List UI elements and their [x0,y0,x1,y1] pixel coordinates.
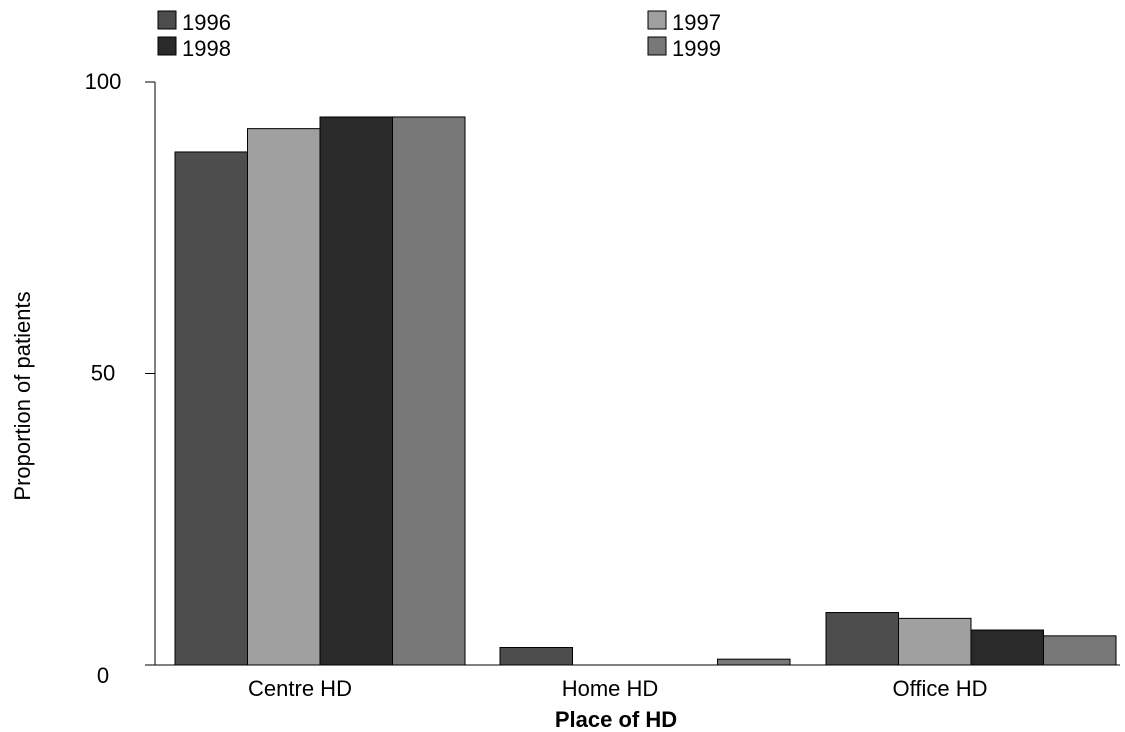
x-tick-label-home-hd: Home HD [562,676,659,701]
y-axis-title: Proportion of patients [10,291,35,500]
bar-centre-hd-1998 [319,116,393,666]
legend-swatch-1997 [647,10,667,30]
bar-office-hd-1999 [1043,635,1117,666]
y-tick-label-50: 50 [91,361,115,386]
x-tick-label-office-hd: Office HD [893,676,988,701]
legend-label-1997: 1997 [672,10,721,35]
bars [174,116,1117,666]
y-tick-label-100: 100 [85,69,122,94]
legend: 1996 1997 1998 1999 [157,10,721,61]
y-tick-label-0: 0 [97,663,109,688]
legend-swatch-1998 [157,36,177,56]
bar-home-hd-1999 [717,658,791,666]
x-ticks: Centre HD Home HD Office HD [248,676,987,701]
bar-office-hd-1996 [825,612,899,666]
y-ticks: 0 50 100 [85,69,155,688]
legend-label-1999: 1999 [672,36,721,61]
legend-label-1996: 1996 [182,10,231,35]
legend-label-1998: 1998 [182,36,231,61]
x-axis-title: Place of HD [555,707,677,732]
bar-office-hd-1998 [970,629,1044,666]
legend-swatch-1999 [647,36,667,56]
bar-home-hd-1996 [499,647,573,666]
bar-centre-hd-1997 [247,128,321,666]
legend-swatch-1996 [157,10,177,30]
bar-centre-hd-1999 [392,116,466,666]
bar-office-hd-1997 [898,617,972,666]
bar-centre-hd-1996 [174,151,248,666]
x-tick-label-centre-hd: Centre HD [248,676,352,701]
